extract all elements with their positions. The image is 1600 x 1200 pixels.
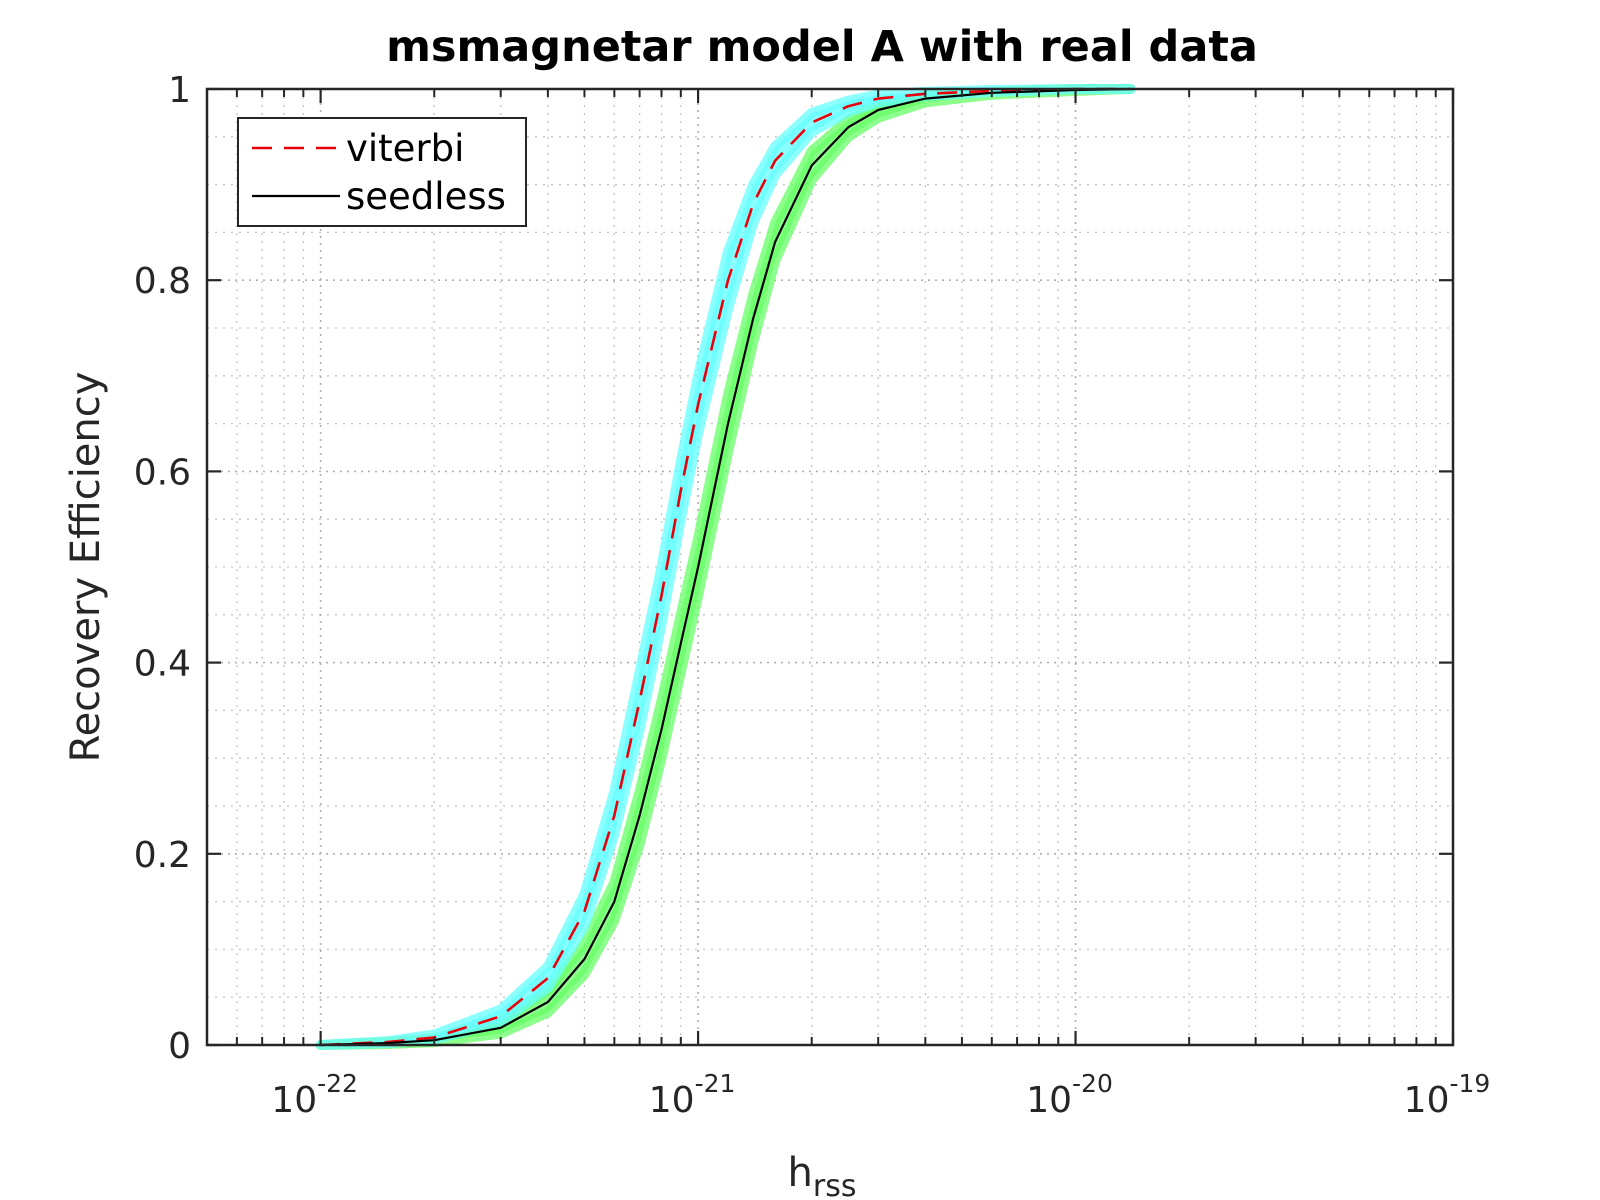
legend-label-viterbi: viterbi [346, 127, 464, 170]
axis-ticks [207, 87, 1455, 1047]
series-line-seedless [320, 87, 1131, 1047]
x-tick-label-exponent: -20 [1072, 1069, 1113, 1098]
series-line-viterbi [320, 87, 1131, 1047]
y-tick-label: 0.4 [134, 644, 191, 685]
x-tick-label: 10-20 [1026, 1069, 1113, 1121]
y-tick-label: 0.6 [134, 452, 191, 493]
x-axis-label-base: h [788, 1150, 813, 1196]
y-axis-label: Recovery Efficiency [63, 372, 109, 763]
x-tick-label-exponent: -19 [1449, 1069, 1490, 1098]
x-tick-label: 10-22 [271, 1069, 358, 1121]
band-seedless [315, 84, 1136, 1050]
x-axis-label: hrss [788, 1150, 857, 1200]
x-tick-label: 10-19 [1404, 1069, 1491, 1121]
y-tick-label: 0 [168, 1026, 191, 1067]
plot-area-frame [205, 87, 1455, 1047]
y-tick-label: 1 [168, 70, 191, 111]
minor-grid [207, 89, 1453, 1045]
y-tick-label: 0.8 [134, 261, 191, 302]
x-tick-label-base: 10 [1026, 1080, 1072, 1121]
x-axis-label-subscript: rss [813, 1169, 857, 1200]
series-lines [320, 87, 1131, 1047]
x-tick-label-base: 10 [649, 1080, 695, 1121]
x-tick-label-exponent: -21 [695, 1069, 736, 1098]
confidence-bands [315, 84, 1136, 1050]
legend-label-seedless: seedless [346, 175, 506, 218]
y-tick-label: 0.2 [134, 835, 191, 876]
x-tick-label: 10-21 [649, 1069, 736, 1121]
x-tick-label-base: 10 [271, 1080, 317, 1121]
legend-box [237, 117, 527, 227]
x-tick-label-exponent: -22 [317, 1069, 358, 1098]
legend: viterbi seedless [237, 117, 527, 227]
y-tick-labels: 0 0.2 0.4 0.6 0.8 1 [134, 70, 191, 1067]
band-viterbi [315, 84, 1136, 1050]
chart-title: msmagnetar model A with real data [386, 22, 1258, 72]
x-tick-label-base: 10 [1404, 1080, 1450, 1121]
major-grid [207, 89, 1453, 1045]
x-tick-labels: 10-22 10-21 10-20 10-19 [271, 1069, 1490, 1121]
